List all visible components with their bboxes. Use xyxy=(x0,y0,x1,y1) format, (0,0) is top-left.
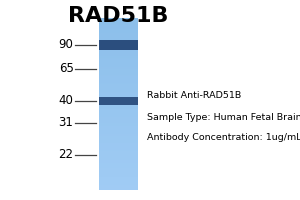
Bar xyxy=(99,97,138,105)
Text: Antibody Concentration: 1ug/mL: Antibody Concentration: 1ug/mL xyxy=(147,134,300,142)
Text: RAD51B: RAD51B xyxy=(68,6,169,26)
Text: 65: 65 xyxy=(58,62,74,75)
Text: 31: 31 xyxy=(58,116,74,130)
Text: Rabbit Anti-RAD51B: Rabbit Anti-RAD51B xyxy=(147,92,241,100)
Text: Sample Type: Human Fetal Brain: Sample Type: Human Fetal Brain xyxy=(147,112,300,121)
Text: 22: 22 xyxy=(58,148,74,162)
Text: 40: 40 xyxy=(58,95,74,108)
Bar xyxy=(99,40,138,49)
Text: 90: 90 xyxy=(58,38,74,51)
